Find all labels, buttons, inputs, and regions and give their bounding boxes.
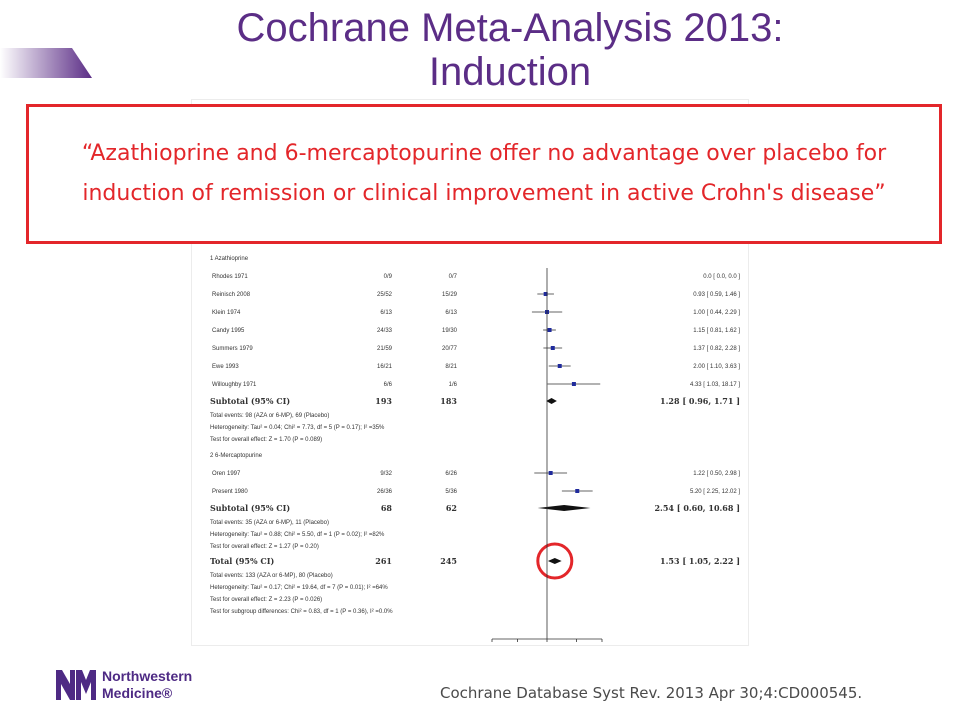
- forest-total-treat: 261: [375, 556, 392, 566]
- forest-effect-square: [543, 292, 548, 296]
- forest-study-name: Summers 1979: [212, 346, 253, 352]
- total-highlight-circle: [536, 542, 574, 580]
- forest-total-label: Total (95% CI): [210, 556, 274, 566]
- forest-study-treat-events: 0/9: [384, 274, 393, 280]
- forest-study-ci-text: 1.00 [ 0.44, 2.29 ]: [693, 310, 740, 316]
- nm-logo-icon: [56, 670, 96, 700]
- forest-study-treat-events: 26/36: [377, 489, 393, 495]
- forest-subtotal-label: Subtotal (95% CI): [210, 396, 290, 406]
- forest-study-ci-text: 0.93 [ 0.59, 1.46 ]: [693, 292, 740, 298]
- forest-study-ci-text: 1.22 [ 0.50, 2.98 ]: [693, 471, 740, 477]
- forest-group-note: Test for overall effect: Z = 1.70 (P = 0…: [210, 437, 322, 443]
- forest-total-note: Test for subgroup differences: Chi² = 0.…: [210, 609, 393, 615]
- forest-study-treat-events: 6/6: [384, 382, 393, 388]
- forest-study-ci-text: 5.20 [ 2.25, 12.02 ]: [690, 489, 740, 495]
- forest-subtotal-ctrl: 62: [446, 503, 457, 513]
- forest-total-ctrl: 245: [440, 556, 457, 566]
- forest-study-ctrl-events: 20/77: [442, 346, 458, 352]
- forest-study-name: Klein 1974: [212, 310, 241, 316]
- forest-study-ctrl-events: 19/30: [442, 328, 458, 334]
- forest-study-ctrl-events: 1/6: [449, 382, 458, 388]
- quote-box: “Azathioprine and 6-mercaptopurine offer…: [26, 104, 942, 244]
- forest-study-ctrl-events: 0/7: [449, 274, 458, 280]
- forest-study-ci-text: 1.15 [ 0.81, 1.62 ]: [693, 328, 740, 334]
- forest-group-heading: 1 Azathioprine: [210, 256, 249, 262]
- forest-study-name: Candy 1995: [212, 328, 245, 334]
- forest-study-ci-text: 4.33 [ 1.03, 18.17 ]: [690, 382, 740, 388]
- forest-subtotal-label: Subtotal (95% CI): [210, 503, 290, 513]
- forest-study-treat-events: 24/33: [377, 328, 393, 334]
- forest-total-note: Total events: 133 (AZA or 6-MP), 80 (Pla…: [210, 573, 333, 579]
- forest-group-note: Heterogeneity: Tau² = 0.88; Chi² = 5.50,…: [210, 532, 385, 538]
- forest-study-treat-events: 9/32: [380, 471, 392, 477]
- quote-text: “Azathioprine and 6-mercaptopurine offer…: [81, 141, 887, 206]
- forest-group-heading: 2 6-Mercaptopurine: [210, 453, 263, 459]
- forest-study-ci-text: 1.37 [ 0.82, 2.28 ]: [693, 346, 740, 352]
- forest-total-note: Test for overall effect: Z = 2.23 (P = 0…: [210, 597, 322, 603]
- forest-subtotal-treat: 68: [381, 503, 393, 513]
- forest-plot: 1 Azathioprine Rhodes 1971 0/9 0/7 0.0 [ 0.0…: [210, 256, 740, 642]
- forest-effect-square: [547, 328, 552, 332]
- slide-title-line1: Cochrane Meta-Analysis 2013:: [236, 6, 784, 50]
- forest-study-treat-events: 16/21: [377, 364, 393, 370]
- logo-text-line2: Medicine®: [102, 685, 173, 701]
- forest-effect-square: [575, 489, 580, 493]
- forest-total-note: Heterogeneity: Tau² = 0.17; Chi² = 19.64…: [210, 585, 388, 591]
- forest-study-ctrl-events: 15/29: [442, 292, 458, 298]
- forest-study-ctrl-events: 6/13: [445, 310, 457, 316]
- forest-study-name: Willoughby 1971: [212, 382, 257, 388]
- forest-study-name: Oren 1997: [212, 471, 241, 477]
- forest-effect-square: [548, 471, 553, 475]
- forest-subtotal-ci-text: 1.28 [ 0.96, 1.71 ]: [660, 396, 740, 406]
- forest-study-treat-events: 25/52: [377, 292, 393, 298]
- forest-study-ctrl-events: 5/36: [445, 489, 457, 495]
- forest-study-name: Rhodes 1971: [212, 274, 248, 280]
- forest-effect-square: [550, 346, 555, 350]
- forest-study-ctrl-events: 8/21: [445, 364, 457, 370]
- logo-text-line1: Northwestern: [102, 668, 193, 684]
- slide-title-line2: Induction: [428, 50, 592, 94]
- forest-study-ci-text: 2.00 [ 1.10, 3.63 ]: [693, 364, 740, 370]
- title-accent-bar: [0, 48, 92, 78]
- forest-study-name: Ewe 1993: [212, 364, 239, 370]
- forest-study-ci-text: 0.0 [ 0.0, 0.0 ]: [703, 274, 740, 280]
- forest-effect-square: [557, 364, 562, 368]
- forest-subtotal-diamond: [546, 398, 557, 404]
- forest-group-note: Test for overall effect: Z = 1.27 (P = 0…: [210, 544, 319, 550]
- forest-subtotal-ctrl: 183: [440, 396, 457, 406]
- forest-effect-square: [571, 382, 576, 386]
- forest-group-note: Heterogeneity: Tau² = 0.04; Chi² = 7.73,…: [210, 425, 385, 431]
- forest-study-treat-events: 6/13: [380, 310, 392, 316]
- forest-study-treat-events: 21/59: [377, 346, 393, 352]
- citation: Cochrane Database Syst Rev. 2013 Apr 30;…: [440, 684, 863, 702]
- forest-study-name: Present 1980: [212, 489, 248, 495]
- forest-group-note: Total events: 35 (AZA or 6-MP), 11 (Plac…: [210, 520, 329, 526]
- slide-title: Cochrane Meta-Analysis 2013: Induction: [120, 6, 900, 94]
- forest-group-note: Total events: 98 (AZA or 6-MP), 69 (Plac…: [210, 413, 329, 419]
- northwestern-medicine-logo: Northwestern Medicine®: [56, 668, 226, 704]
- forest-total-diamond: [547, 558, 562, 564]
- forest-subtotal-treat: 193: [375, 396, 392, 406]
- forest-total-ci-text: 1.53 [ 1.05, 2.22 ]: [660, 556, 740, 566]
- forest-subtotal-ci-text: 2.54 [ 0.60, 10.68 ]: [654, 503, 740, 513]
- forest-subtotal-diamond: [537, 505, 591, 511]
- forest-study-name: Reinisch 2008: [212, 292, 251, 298]
- forest-study-ctrl-events: 6/26: [445, 471, 457, 477]
